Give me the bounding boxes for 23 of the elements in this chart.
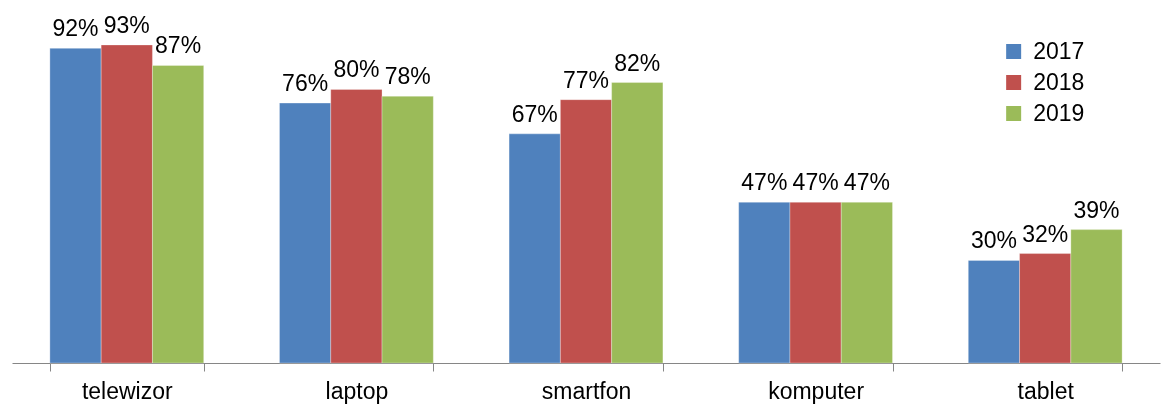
data-label: 47% <box>843 169 890 196</box>
x-tick-label: telewizor <box>81 377 174 404</box>
data-label: 80% <box>333 56 380 83</box>
data-label: 67% <box>511 100 558 127</box>
data-label: 92% <box>52 15 99 42</box>
legend-label: 2019 <box>1033 99 1085 126</box>
x-tick-label: tablet <box>1017 377 1075 404</box>
x-tick-label: smartfon <box>541 377 632 404</box>
x-tick-label: komputer <box>768 377 865 404</box>
data-label: 32% <box>1022 220 1069 247</box>
data-label: 39% <box>1073 196 1120 223</box>
data-label: 47% <box>792 169 839 196</box>
data-label: 76% <box>282 70 329 97</box>
legend-label: 2018 <box>1033 68 1085 95</box>
legend-label: 2017 <box>1033 37 1085 64</box>
data-label: 87% <box>155 32 202 59</box>
data-label: 93% <box>103 11 150 38</box>
data-label: 78% <box>384 63 431 90</box>
data-label: 47% <box>741 169 788 196</box>
x-tick-label: laptop <box>325 377 389 404</box>
data-label: 82% <box>614 49 661 76</box>
data-label: 77% <box>562 66 610 93</box>
data-label: 30% <box>970 227 1017 254</box>
